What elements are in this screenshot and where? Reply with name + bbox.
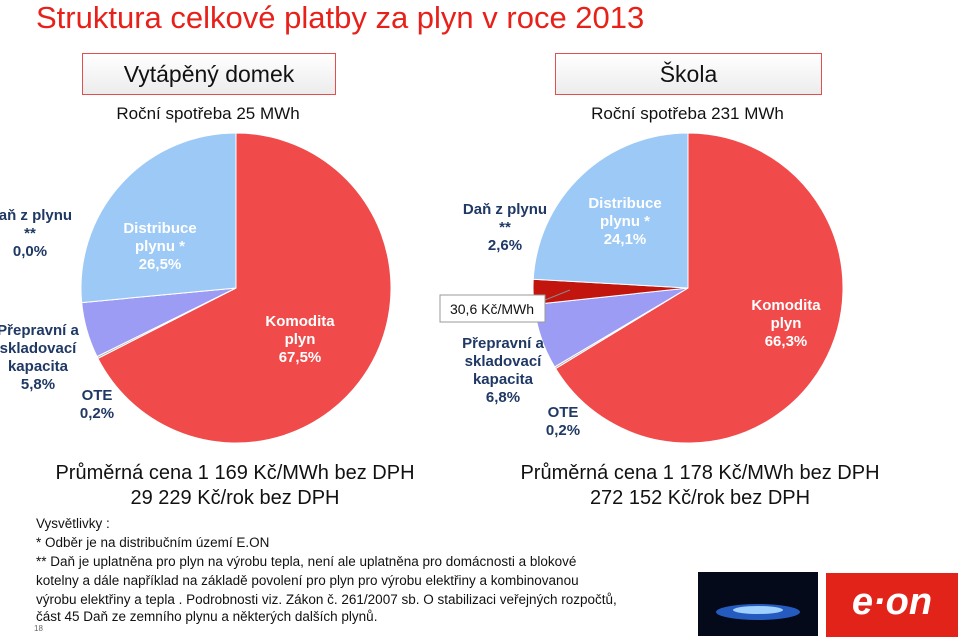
price-line: 272 152 Kč/rok bez DPH (589, 487, 811, 509)
price-line: Průměrná cena 1 169 Kč/MWh bez DPH (55, 462, 415, 484)
slice-value: 0,2% (545, 422, 581, 439)
title: Struktura celkové platby za plyn v roce … (36, 0, 645, 35)
slice-label: OTE 0,2% (49, 387, 145, 423)
slice-value: 0,2% (79, 405, 115, 422)
slice-label: Komodita plyn 66,3% (738, 297, 834, 351)
slice-label: Daň z plynu **0,0% (0, 207, 78, 261)
pie-slice (80, 132, 237, 304)
slice-value: 26,5% (138, 256, 182, 273)
consumption: Roční spotřeba 231 MWh (591, 104, 784, 123)
note-line: výrobu elektřiny a tepla . Podrobnosti v… (36, 592, 617, 607)
slice-label: Přepravní a skladovací kapacita 5,8% (0, 322, 86, 394)
slice-value: 2,6% (487, 237, 523, 254)
slice-label: Komodita plyn 67,5% (252, 313, 348, 367)
slice-value: 66,3% (764, 333, 808, 350)
slice-label: Přepravní a skladovací kapacita 6,8% (455, 335, 551, 407)
slice-label: Daň z plynu ** 2,6% (457, 201, 553, 255)
slice-name: Distribuce plynu * (123, 220, 197, 255)
price-line: Průměrná cena 1 178 Kč/MWh bez DPH (520, 462, 880, 484)
slice-value: 0,0% (12, 243, 48, 260)
slice-name: Přepravní a skladovací kapacita (0, 322, 79, 375)
panel-heading: Vytápěný domek (82, 53, 336, 95)
slice-label: Distribuce plynu * 24,1% (577, 195, 673, 249)
note-line: * Odběr je na distribučním území E.ON (36, 535, 270, 550)
annotation-line (544, 289, 571, 301)
slice-value: 6,8% (485, 389, 521, 406)
price-line: 29 229 Kč/rok bez DPH (130, 487, 340, 509)
pie-slice (554, 132, 844, 444)
slice-name: OTE (81, 387, 113, 404)
slice-label: OTE 0,2% (515, 404, 611, 440)
slice-value: 5,8% (20, 376, 56, 393)
consumption: Roční spotřeba 25 MWh (116, 104, 300, 123)
slice-name: Daň z plynu ** (462, 201, 548, 236)
notes-heading: Vysvětlivky : (36, 516, 110, 531)
slice-name: OTE (547, 404, 579, 421)
slice-name: Daň z plynu ** (0, 207, 73, 242)
panel-heading: Škola (555, 53, 822, 95)
logo: e·on (852, 581, 932, 623)
slice-name: Komodita plyn (265, 313, 335, 348)
logo-box (826, 573, 958, 637)
slice-name: Přepravní a skladovací kapacita (462, 335, 544, 388)
slice-value: 67,5% (278, 349, 322, 366)
pie-slice (532, 132, 689, 289)
pie-slice (97, 132, 392, 444)
slice-value: 24,1% (603, 231, 647, 248)
slice-name: Distribuce plynu * (588, 195, 662, 230)
slice-label: Distribuce plynu * 26,5% (112, 220, 208, 274)
note-line: kotelny a dále například na základě povo… (36, 573, 579, 588)
flame-core (733, 606, 783, 614)
note-line: ** Daň je uplatněna pro plyn na výrobu t… (36, 554, 577, 569)
slice-name: Komodita plyn (751, 297, 821, 332)
note-line: část 45 Daň ze zemního plynu a některých… (36, 609, 378, 624)
page-number: 18 (34, 624, 43, 633)
annotation-box (439, 294, 546, 323)
annotation: 30,6 Kč/MWh (450, 301, 534, 317)
